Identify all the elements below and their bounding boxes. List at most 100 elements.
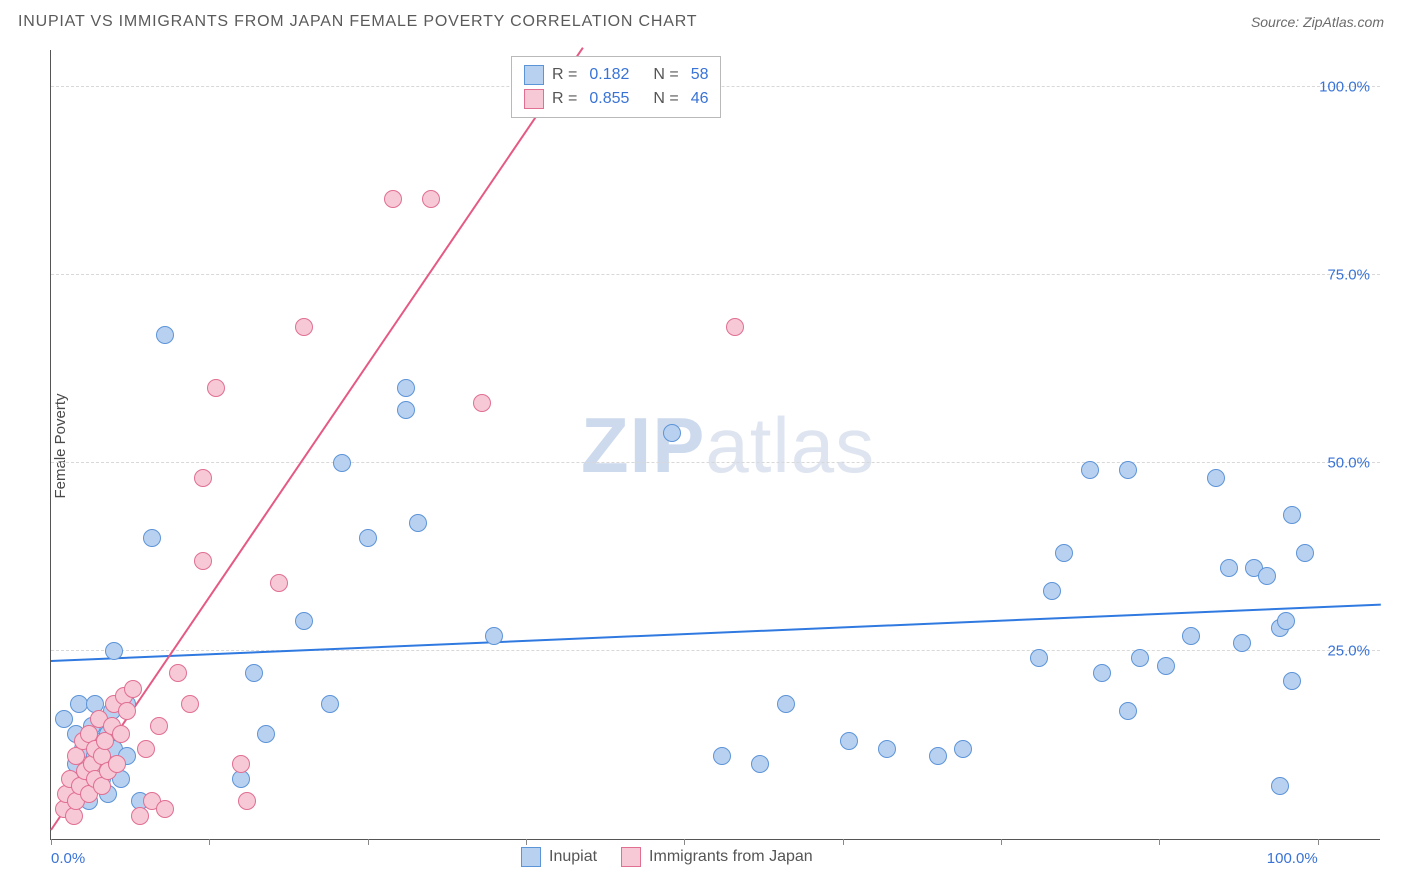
scatter-point bbox=[131, 807, 149, 825]
scatter-point bbox=[194, 469, 212, 487]
scatter-point bbox=[1220, 559, 1238, 577]
scatter-point bbox=[777, 695, 795, 713]
chart-source: Source: ZipAtlas.com bbox=[1251, 14, 1384, 30]
scatter-point bbox=[1296, 544, 1314, 562]
scatter-point bbox=[422, 190, 440, 208]
legend-item: Immigrants from Japan bbox=[621, 847, 813, 867]
r-value: 0.182 bbox=[589, 63, 645, 87]
scatter-point bbox=[954, 740, 972, 758]
scatter-point bbox=[169, 664, 187, 682]
scatter-point bbox=[409, 514, 427, 532]
scatter-point bbox=[878, 740, 896, 758]
scatter-point bbox=[245, 664, 263, 682]
scatter-point bbox=[207, 379, 225, 397]
chart-header: INUPIAT VS IMMIGRANTS FROM JAPAN FEMALE … bbox=[0, 0, 1406, 44]
xtick-label: 100.0% bbox=[1267, 850, 1318, 867]
xtick-mark bbox=[1159, 839, 1160, 845]
scatter-point bbox=[321, 695, 339, 713]
xtick-mark bbox=[1001, 839, 1002, 845]
scatter-point bbox=[1271, 777, 1289, 795]
scatter-point bbox=[663, 424, 681, 442]
scatter-point bbox=[726, 318, 744, 336]
ytick-label: 100.0% bbox=[1319, 78, 1370, 95]
scatter-point bbox=[359, 529, 377, 547]
xtick-mark bbox=[368, 839, 369, 845]
scatter-point bbox=[384, 190, 402, 208]
scatter-point bbox=[1055, 544, 1073, 562]
rn-legend-row: R =0.182N =58 bbox=[524, 63, 708, 87]
scatter-point bbox=[333, 454, 351, 472]
rn-legend-row: R =0.855N =46 bbox=[524, 87, 708, 111]
ytick-label: 25.0% bbox=[1327, 642, 1370, 659]
n-value: 46 bbox=[691, 87, 709, 111]
scatter-point bbox=[1030, 649, 1048, 667]
scatter-point bbox=[1277, 612, 1295, 630]
scatter-point bbox=[181, 695, 199, 713]
ytick-label: 75.0% bbox=[1327, 266, 1370, 283]
scatter-point bbox=[150, 717, 168, 735]
scatter-point bbox=[1119, 702, 1137, 720]
scatter-point bbox=[1119, 461, 1137, 479]
scatter-point bbox=[137, 740, 155, 758]
xtick-label: 0.0% bbox=[51, 850, 85, 867]
xtick-mark bbox=[526, 839, 527, 845]
watermark-atlas: atlas bbox=[705, 401, 875, 489]
scatter-point bbox=[1207, 469, 1225, 487]
legend-swatch bbox=[524, 65, 544, 85]
legend-label: Immigrants from Japan bbox=[649, 848, 813, 866]
scatter-point bbox=[118, 702, 136, 720]
scatter-point bbox=[194, 552, 212, 570]
scatter-point bbox=[1157, 657, 1175, 675]
scatter-point bbox=[295, 318, 313, 336]
scatter-point bbox=[840, 732, 858, 750]
scatter-point bbox=[1131, 649, 1149, 667]
scatter-point bbox=[295, 612, 313, 630]
scatter-plot-area: ZIPatlas 25.0%50.0%75.0%100.0%0.0%100.0%… bbox=[50, 50, 1380, 840]
scatter-point bbox=[108, 755, 126, 773]
scatter-point bbox=[1093, 664, 1111, 682]
watermark-zip: ZIP bbox=[581, 401, 705, 489]
xtick-mark bbox=[843, 839, 844, 845]
gridline bbox=[51, 462, 1380, 463]
series-legend: Inupiat Immigrants from Japan bbox=[521, 847, 813, 867]
legend-label: Inupiat bbox=[549, 848, 597, 866]
scatter-point bbox=[397, 379, 415, 397]
n-label: N = bbox=[653, 63, 678, 87]
xtick-mark bbox=[1318, 839, 1319, 845]
xtick-mark bbox=[209, 839, 210, 845]
legend-item: Inupiat bbox=[521, 847, 597, 867]
scatter-point bbox=[1081, 461, 1099, 479]
scatter-point bbox=[473, 394, 491, 412]
scatter-point bbox=[397, 401, 415, 419]
source-name: ZipAtlas.com bbox=[1303, 14, 1384, 30]
source-prefix: Source: bbox=[1251, 14, 1303, 30]
scatter-point bbox=[55, 710, 73, 728]
scatter-point bbox=[257, 725, 275, 743]
scatter-point bbox=[143, 529, 161, 547]
rn-legend: R =0.182N =58R =0.855N =46 bbox=[511, 56, 721, 118]
scatter-point bbox=[238, 792, 256, 810]
chart-title: INUPIAT VS IMMIGRANTS FROM JAPAN FEMALE … bbox=[18, 13, 697, 31]
scatter-point bbox=[112, 725, 130, 743]
scatter-point bbox=[105, 642, 123, 660]
xtick-mark bbox=[684, 839, 685, 845]
scatter-point bbox=[70, 695, 88, 713]
scatter-point bbox=[1043, 582, 1061, 600]
watermark: ZIPatlas bbox=[581, 400, 875, 491]
scatter-point bbox=[156, 326, 174, 344]
legend-swatch bbox=[521, 847, 541, 867]
scatter-point bbox=[1258, 567, 1276, 585]
n-label: N = bbox=[653, 87, 678, 111]
scatter-point bbox=[124, 680, 142, 698]
scatter-point bbox=[232, 755, 250, 773]
scatter-point bbox=[1283, 506, 1301, 524]
legend-swatch bbox=[621, 847, 641, 867]
scatter-point bbox=[1283, 672, 1301, 690]
scatter-point bbox=[156, 800, 174, 818]
r-label: R = bbox=[552, 63, 577, 87]
legend-swatch bbox=[524, 89, 544, 109]
scatter-point bbox=[1233, 634, 1251, 652]
scatter-point bbox=[713, 747, 731, 765]
scatter-point bbox=[270, 574, 288, 592]
r-label: R = bbox=[552, 87, 577, 111]
